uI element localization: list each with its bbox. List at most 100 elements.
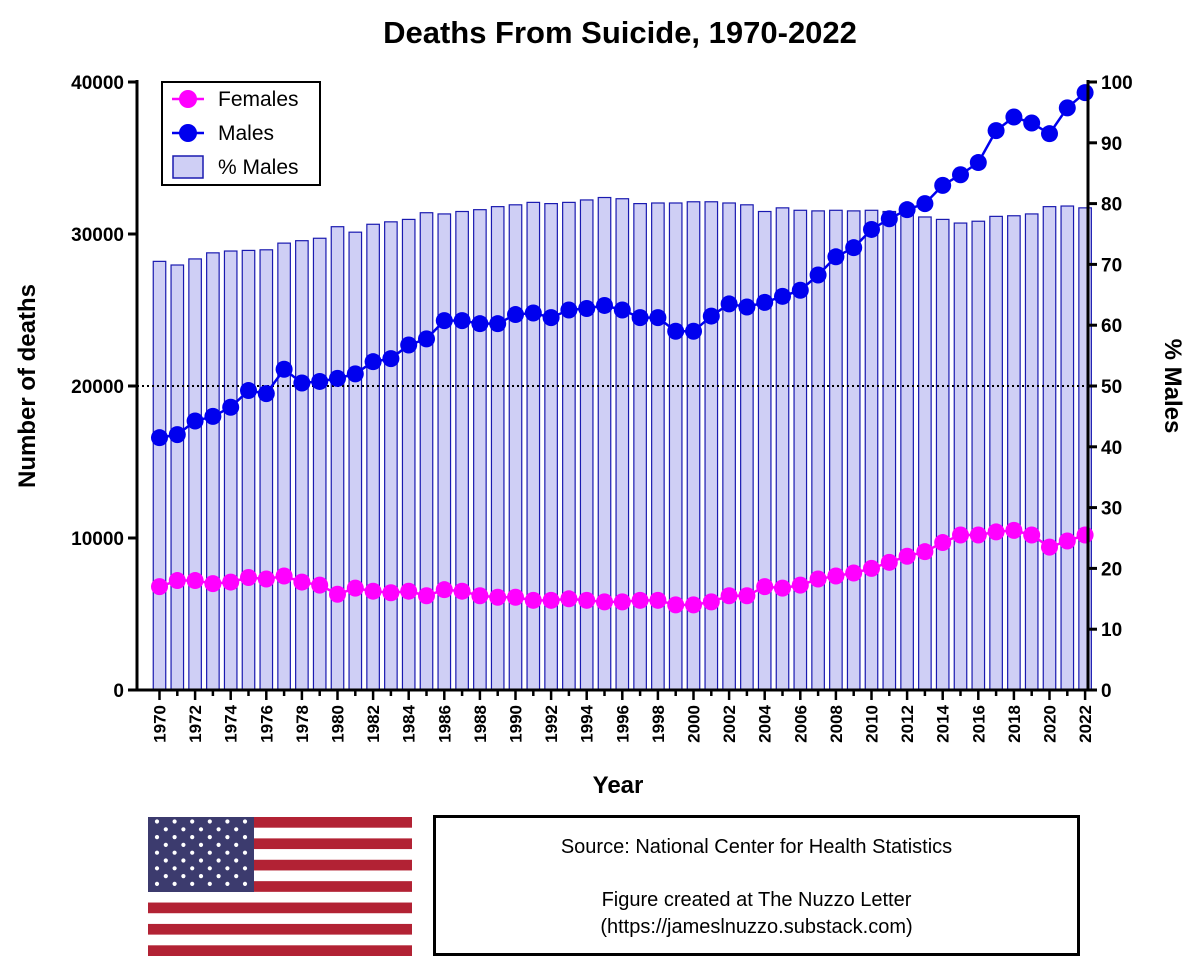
x-tick-label-2012: 2012 bbox=[898, 705, 917, 743]
flag-star bbox=[234, 858, 239, 863]
flag-stripe bbox=[148, 817, 412, 829]
females-point-1975 bbox=[240, 569, 257, 587]
males-point-1999 bbox=[667, 322, 685, 340]
x-tick-label-1998: 1998 bbox=[649, 705, 668, 743]
percent-males-bar-1997 bbox=[633, 203, 647, 691]
males-point-1986 bbox=[435, 312, 453, 330]
females-point-2019 bbox=[1023, 526, 1041, 544]
x-tick-label-1994: 1994 bbox=[578, 704, 597, 742]
males-point-1974 bbox=[222, 398, 240, 416]
males-point-2003 bbox=[738, 298, 756, 316]
y-right-tick-label-80: 80 bbox=[1101, 195, 1122, 216]
males-point-2004 bbox=[756, 293, 774, 311]
percent-males-bar-1984 bbox=[401, 218, 416, 691]
flag-star bbox=[234, 874, 239, 879]
flag-star bbox=[198, 842, 204, 847]
legend-percent-males-label: % Males bbox=[218, 156, 299, 179]
x-tick-label-1974: 1974 bbox=[222, 704, 241, 742]
percent-males-bar-2010 bbox=[864, 209, 879, 691]
flag-star bbox=[181, 858, 186, 863]
males-point-2008 bbox=[827, 248, 845, 266]
y-left-tick-label-20000: 20000 bbox=[71, 377, 124, 398]
flag-star bbox=[190, 866, 195, 871]
flag-stripe bbox=[148, 827, 412, 839]
percent-males-bar-1988 bbox=[473, 209, 487, 691]
legend-females-label: Females bbox=[218, 88, 299, 111]
males-point-1973 bbox=[204, 407, 222, 425]
percent-males-bar-1986 bbox=[437, 213, 452, 691]
flag-star bbox=[207, 850, 212, 855]
percent-males-bar-1980 bbox=[330, 226, 345, 691]
flag-star bbox=[154, 881, 160, 886]
percent-males-bar-2019 bbox=[1024, 213, 1039, 691]
males-point-1979 bbox=[311, 372, 329, 390]
percent-males-bar-1973 bbox=[206, 252, 220, 691]
flag-star bbox=[242, 819, 248, 824]
males-point-1971 bbox=[168, 426, 186, 444]
flag-star bbox=[172, 850, 177, 855]
females-point-1977 bbox=[275, 567, 293, 585]
percent-males-bar-1976 bbox=[259, 249, 274, 691]
percent-males-bar-1990 bbox=[508, 204, 523, 691]
males-point-2020 bbox=[1041, 125, 1058, 143]
x-tick-label-1986: 1986 bbox=[435, 705, 454, 743]
males-point-1985 bbox=[418, 330, 435, 348]
males-point-2011 bbox=[880, 210, 898, 228]
males-point-1978 bbox=[293, 374, 311, 392]
percent-males-bar-1991 bbox=[526, 201, 541, 691]
flag-star bbox=[242, 850, 248, 855]
y-left-tick-label-30000: 30000 bbox=[71, 225, 124, 246]
x-tick-label-2018: 2018 bbox=[1005, 705, 1024, 743]
males-point-2000 bbox=[685, 322, 702, 340]
males-point-2021 bbox=[1058, 99, 1076, 117]
flag-star bbox=[198, 827, 204, 832]
chart-title: Deaths From Suicide, 1970-2022 bbox=[383, 15, 857, 50]
y-right-tick-label-100: 100 bbox=[1101, 73, 1133, 94]
percent-males-bar-1993 bbox=[562, 201, 576, 691]
females-point-2010 bbox=[863, 559, 880, 577]
percent-males-bar-2005 bbox=[775, 207, 790, 691]
females-point-2012 bbox=[898, 547, 916, 565]
males-point-1972 bbox=[186, 412, 204, 430]
flag-star bbox=[198, 874, 204, 879]
females-point-1990 bbox=[507, 588, 524, 606]
females-point-1988 bbox=[471, 587, 489, 605]
females-point-1999 bbox=[667, 596, 685, 614]
flag-star bbox=[225, 850, 230, 855]
x-tick-label-1992: 1992 bbox=[542, 705, 561, 743]
flag-stripe bbox=[148, 934, 412, 946]
percent-males-bar-1992 bbox=[544, 203, 558, 691]
y-left-tick-label-0: 0 bbox=[113, 681, 124, 702]
flag-star bbox=[190, 835, 195, 840]
females-point-1983 bbox=[382, 584, 400, 602]
females-point-2005 bbox=[774, 579, 791, 597]
males-point-2001 bbox=[702, 307, 720, 325]
flag-star bbox=[190, 881, 195, 886]
females-point-2016 bbox=[969, 526, 987, 544]
x-tick-label-2010: 2010 bbox=[863, 705, 882, 743]
flag-stripe bbox=[148, 891, 412, 904]
flag-star bbox=[216, 874, 221, 879]
females-point-2004 bbox=[756, 578, 774, 596]
males-point-1992 bbox=[542, 309, 560, 327]
x-tick-label-2004: 2004 bbox=[756, 704, 775, 742]
females-point-1978 bbox=[293, 573, 311, 591]
x-tick-label-2016: 2016 bbox=[969, 705, 988, 743]
males-point-1994 bbox=[578, 299, 596, 317]
percent-males-bar-1981 bbox=[348, 231, 363, 691]
figure-credit-text: Figure created at The Nuzzo Letter bbox=[601, 889, 912, 911]
percent-males-bar-1983 bbox=[384, 221, 398, 691]
females-point-2021 bbox=[1058, 532, 1076, 550]
females-point-2017 bbox=[987, 523, 1005, 541]
flag-star bbox=[181, 842, 186, 847]
percent-males-bar-1971 bbox=[170, 264, 185, 691]
y-right-tick-label-60: 60 bbox=[1101, 316, 1122, 337]
x-tick-label-2000: 2000 bbox=[685, 705, 704, 743]
females-point-2014 bbox=[934, 534, 952, 552]
females-point-2022 bbox=[1076, 526, 1094, 544]
percent-males-bar-1995 bbox=[597, 196, 612, 691]
flag-star bbox=[234, 842, 239, 847]
percent-males-bar-1989 bbox=[490, 206, 505, 691]
females-point-1985 bbox=[418, 587, 435, 605]
percent-males-bar-1977 bbox=[277, 242, 291, 691]
